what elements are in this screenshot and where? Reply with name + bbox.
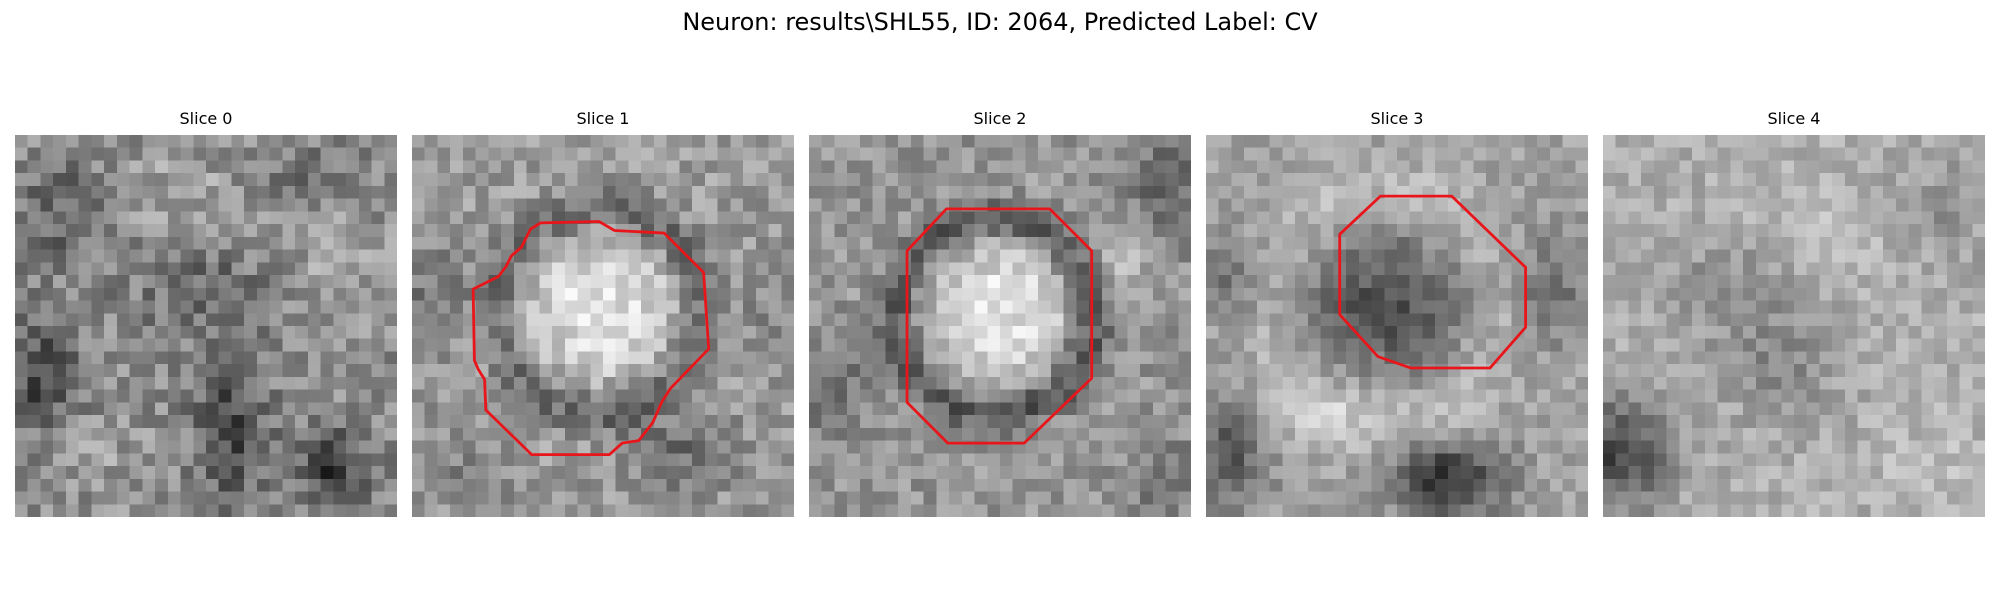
slice-image bbox=[15, 135, 397, 517]
slice-panel-3: Slice 3 bbox=[1206, 108, 1588, 517]
slice-image bbox=[1206, 135, 1588, 517]
slice-image-pixels bbox=[1206, 135, 1588, 517]
slice-image-pixels bbox=[1603, 135, 1985, 517]
segmentation-contour bbox=[1338, 194, 1528, 370]
slice-title: Slice 3 bbox=[1370, 109, 1424, 128]
slice-title: Slice 2 bbox=[973, 109, 1027, 128]
slice-image bbox=[412, 135, 794, 517]
slice-image-pixels bbox=[809, 135, 1191, 517]
slice-title: Slice 4 bbox=[1767, 109, 1821, 128]
slice-image-pixels bbox=[412, 135, 794, 517]
figure-title: Neuron: results\SHL55, ID: 2064, Predict… bbox=[682, 8, 1318, 36]
slice-panel-4: Slice 4 bbox=[1603, 108, 1985, 517]
segmentation-contour bbox=[471, 220, 711, 457]
slice-image bbox=[809, 135, 1191, 517]
slice-panel-0: Slice 0 bbox=[15, 108, 397, 517]
slice-title: Slice 0 bbox=[179, 109, 233, 128]
slice-image bbox=[1603, 135, 1985, 517]
slice-title: Slice 1 bbox=[576, 109, 630, 128]
slice-image-pixels bbox=[15, 135, 397, 517]
segmentation-contour bbox=[905, 207, 1094, 445]
slice-panel-2: Slice 2 bbox=[809, 108, 1191, 517]
slice-panel-1: Slice 1 bbox=[412, 108, 794, 517]
